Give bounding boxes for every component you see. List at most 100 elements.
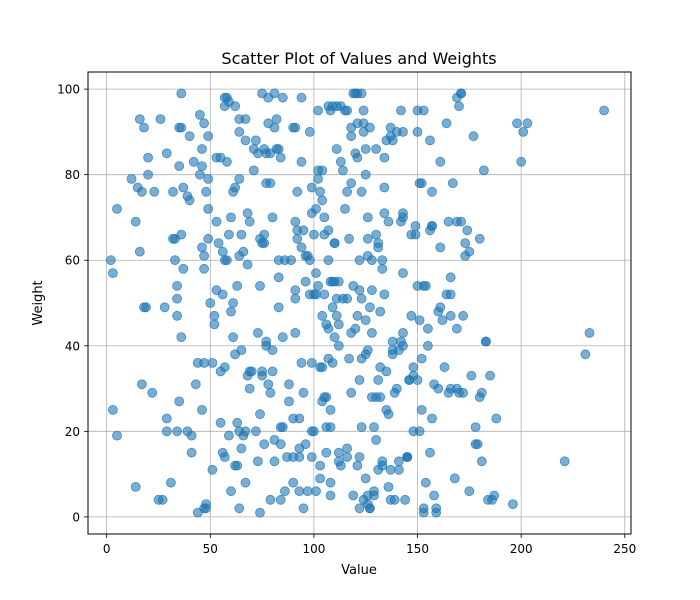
x-tick-label: 200 — [510, 542, 533, 556]
scatter-point — [205, 298, 216, 308]
scatter-point — [271, 114, 282, 124]
scatter-point — [207, 357, 218, 368]
scatter-point — [308, 426, 319, 437]
scatter-point — [346, 387, 357, 398]
scatter-point — [445, 310, 456, 321]
scatter-point — [420, 280, 431, 291]
scatter-point — [445, 272, 456, 283]
scatter-point — [369, 486, 379, 497]
scatter-point — [356, 422, 367, 433]
scatter-point — [267, 345, 278, 356]
scatter-point — [315, 186, 326, 197]
scatter-point — [172, 426, 183, 437]
scatter-point — [379, 152, 390, 163]
scatter-point — [300, 439, 311, 450]
scatter-point — [366, 285, 377, 296]
scatter-point — [244, 383, 255, 394]
scatter-point — [234, 503, 245, 514]
scatter-point — [375, 306, 386, 317]
scatter-point — [387, 135, 398, 146]
scatter-point — [464, 246, 475, 257]
scatter-point — [201, 186, 212, 197]
scatter-point — [449, 473, 460, 484]
scatter-point — [199, 357, 210, 368]
scatter-point — [275, 439, 286, 450]
scatter-point — [306, 182, 317, 193]
scatter-point — [240, 426, 251, 437]
scatter-point — [398, 327, 408, 338]
scatter-point — [389, 494, 400, 505]
scatter-point — [346, 178, 357, 189]
scatter-point — [242, 208, 253, 219]
scatter-point — [427, 413, 437, 424]
scatter-point — [165, 477, 176, 488]
scatter-point — [470, 422, 481, 433]
scatter-point — [344, 233, 355, 244]
scatter-point — [360, 473, 371, 484]
scatter-point — [255, 280, 265, 291]
scatter-point — [172, 310, 183, 321]
scatter-point — [491, 413, 502, 424]
scatter-point — [439, 362, 450, 373]
scatter-point — [257, 366, 268, 377]
scatter-point — [362, 212, 373, 223]
scatter-point — [308, 229, 319, 240]
scatter-point — [387, 336, 398, 347]
scatter-point — [304, 126, 315, 137]
scatter-point — [329, 238, 340, 249]
scatter-point — [354, 503, 365, 514]
scatter-point — [354, 375, 365, 385]
scatter-point — [422, 340, 433, 351]
scatter-point — [327, 302, 338, 313]
scatter-point — [327, 357, 338, 368]
scatter-point — [306, 357, 317, 368]
scatter-point — [250, 135, 261, 146]
scatter-point — [176, 88, 187, 99]
scatter-point — [136, 186, 147, 197]
y-tick-label: 100 — [57, 83, 80, 97]
scatter-point — [228, 332, 239, 343]
scatter-point — [273, 144, 284, 154]
scatter-point — [234, 126, 245, 137]
scatter-point — [323, 255, 334, 266]
scatter-point — [174, 396, 185, 407]
scatter-point — [362, 233, 373, 244]
scatter-point — [197, 161, 207, 172]
scatter-point — [489, 490, 500, 501]
scatter-point — [333, 447, 344, 458]
scatter-point — [427, 221, 437, 231]
scatter-point — [134, 114, 145, 124]
scatter-point — [379, 289, 390, 300]
scatter-point — [290, 216, 301, 227]
scatter-point — [209, 319, 220, 330]
scatter-point — [416, 178, 427, 189]
scatter-point — [184, 195, 195, 206]
scatter-point — [201, 503, 212, 514]
scatter-point — [197, 144, 207, 154]
scatter-point — [203, 203, 214, 214]
scatter-point — [441, 118, 452, 129]
scatter-point — [143, 169, 154, 180]
scatter-point — [298, 387, 309, 398]
scatter-point — [176, 229, 187, 240]
scatter-point — [358, 105, 369, 116]
scatter-point — [105, 255, 116, 266]
scatter-point — [240, 135, 251, 146]
scatter-point — [454, 101, 464, 112]
scatter-point — [232, 280, 243, 291]
scatter-point — [296, 156, 307, 167]
scatter-point — [379, 208, 390, 219]
scatter-point — [364, 503, 375, 514]
scatter-point — [176, 122, 187, 133]
scatter-point — [203, 131, 214, 142]
scatter-point — [313, 280, 323, 291]
scatter-point — [188, 156, 199, 167]
scatter-point — [580, 349, 591, 360]
scatter-point — [273, 302, 284, 313]
scatter-point — [170, 255, 180, 266]
scatter-point — [383, 409, 394, 420]
scatter-point — [354, 255, 365, 266]
scatter-point — [275, 494, 286, 505]
scatter-point — [259, 238, 270, 249]
scatter-point — [194, 109, 205, 120]
